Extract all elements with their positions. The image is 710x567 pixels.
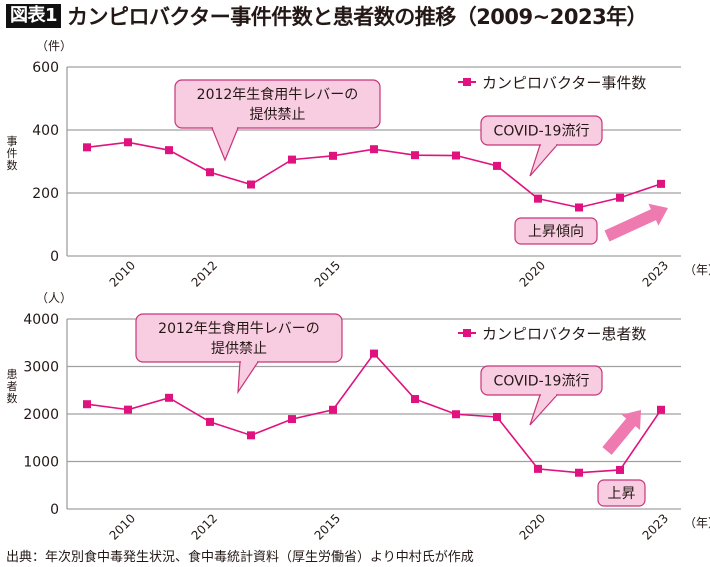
legend-marker (463, 329, 471, 337)
x-tick-label: 2015 (312, 511, 343, 542)
figure-badge: 図表1 (6, 4, 62, 28)
x-tick-label: 2010 (107, 258, 138, 289)
arrow-shape (602, 410, 642, 455)
data-point (411, 395, 419, 404)
arrow-shape (604, 203, 668, 242)
x-tick-label: 2010 (107, 511, 138, 542)
data-point (370, 349, 378, 358)
callout-text: COVID-19流行 (494, 124, 590, 140)
trend-label: 上昇 (597, 479, 646, 507)
callout-tail (211, 127, 239, 162)
y-axis-label-char: 患 (7, 368, 18, 381)
callout-tail (529, 144, 559, 177)
x-tick-label: 2020 (517, 511, 548, 542)
data-point (452, 151, 460, 160)
x-tick-label: 2012 (189, 258, 220, 289)
data-point (657, 179, 665, 188)
y-axis-label-char: 数 (7, 392, 18, 405)
legend: カンピロバクター患者数 (458, 325, 646, 343)
callout-text: COVID-19流行 (494, 374, 590, 390)
data-point (493, 161, 501, 170)
y-tick-label: 1000 (23, 455, 59, 471)
x-unit-label: （年） (684, 263, 710, 277)
data-point (575, 203, 583, 212)
y-tick-label: 400 (32, 123, 59, 139)
data-point (288, 415, 296, 424)
data-point (83, 400, 91, 409)
trend-label: 上昇傾向 (514, 217, 598, 245)
source-note: 出典：年次別食中毒発生状況、食中毒統計資料（厚生労働省）より中村氏が作成 (6, 550, 474, 565)
callout-box (174, 79, 381, 129)
y-tick-label: 0 (50, 502, 59, 518)
figure-header: 図表1 カンピロバクター事件件数と患者数の推移（2009~2023年） (6, 3, 648, 29)
y-tick-label: 3000 (23, 360, 59, 376)
y-axis-label-char: 件 (7, 147, 18, 160)
callout-tail (529, 394, 559, 426)
callout-text: 2012年生食用牛レバーの (197, 86, 359, 103)
data-point (575, 468, 583, 477)
trend-label-box (597, 479, 646, 507)
data-point (616, 465, 624, 474)
data-point (329, 405, 337, 414)
data-point (370, 145, 378, 154)
data-point (165, 393, 173, 402)
callout: COVID-19流行 (480, 115, 603, 177)
data-point (657, 405, 665, 414)
y-unit-label: （件） (36, 39, 72, 53)
data-point (165, 146, 173, 155)
x-tick-label: 2015 (312, 258, 343, 289)
data-point (452, 410, 460, 419)
legend-label: カンピロバクター事件数 (482, 74, 646, 92)
data-point (534, 194, 542, 203)
callout: COVID-19流行 (480, 365, 603, 426)
legend-marker (463, 78, 471, 86)
x-tick-label: 2023 (640, 258, 671, 289)
y-tick-label: 200 (32, 186, 59, 202)
callout-text: 提供禁止 (211, 341, 267, 357)
data-point (206, 417, 214, 426)
y-tick-label: 2000 (23, 407, 59, 423)
chart-2: 0 1000 2000 3000 4000 （人） 患者数 2010 2012 2015 2020 2… (7, 291, 710, 543)
callout-text: 提供禁止 (250, 107, 306, 123)
figure-title: カンピロバクター事件件数と患者数の推移（2009~2023年） (67, 5, 648, 29)
callout-text: 2012年生食用牛レバーの (158, 320, 320, 337)
y-tick-label: 4000 (23, 312, 59, 328)
legend: カンピロバクター事件数 (458, 74, 646, 92)
data-point (616, 193, 624, 202)
data-point (493, 412, 501, 421)
x-tick-label: 2012 (189, 511, 220, 542)
y-axis-label-char: 数 (7, 159, 18, 172)
chart-1: 0 200 400 600 （件） 事件数 2010 2012 2015 2020 2023 （年） カ… (7, 39, 710, 290)
y-axis-label-char: 事 (7, 135, 18, 148)
callout-box (135, 313, 343, 363)
trend-arrow (604, 203, 668, 242)
data-point (411, 151, 419, 160)
trend-label-box (514, 217, 598, 245)
callout-tail (237, 361, 260, 395)
y-tick-label: 0 (50, 249, 59, 265)
x-tick-label: 2020 (517, 258, 548, 289)
data-point (534, 464, 542, 473)
legend-label: カンピロバクター患者数 (482, 325, 646, 343)
trend-label-text: 上昇傾向 (528, 224, 584, 240)
data-point (124, 405, 132, 414)
data-point (83, 143, 91, 152)
data-point (247, 431, 255, 440)
data-point (206, 168, 214, 177)
y-axis-label-char: 者 (7, 380, 18, 393)
data-point (124, 138, 132, 147)
data-point (247, 180, 255, 189)
y-unit-label: （人） (36, 291, 72, 305)
trend-arrow (602, 410, 642, 455)
data-point (329, 151, 337, 160)
data-point (288, 155, 296, 164)
x-unit-label: （年） (684, 516, 710, 530)
x-tick-label: 2023 (640, 511, 671, 542)
y-tick-label: 600 (32, 60, 59, 76)
trend-label-text: 上昇 (608, 486, 636, 502)
